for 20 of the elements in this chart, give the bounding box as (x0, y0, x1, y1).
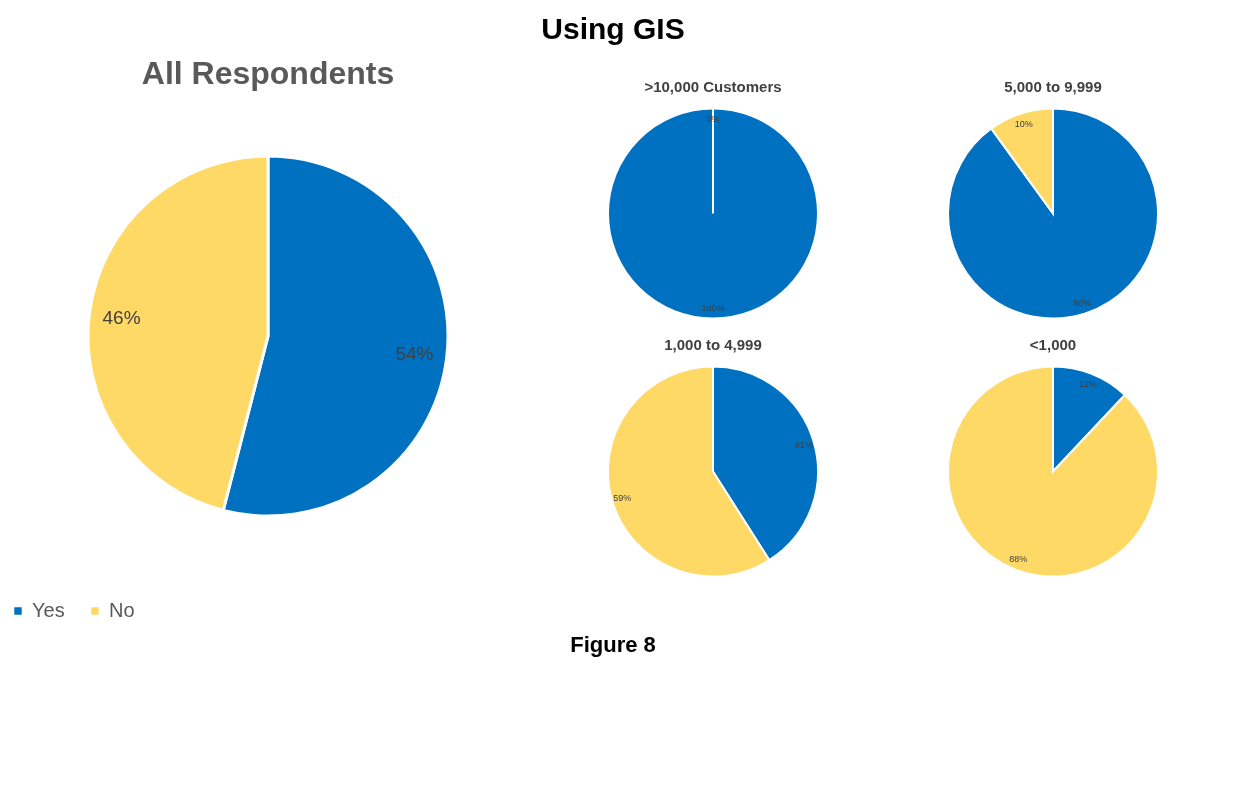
data-label: 10% (1014, 118, 1033, 129)
data-label: 41% (794, 440, 813, 451)
caption: Figure 8 (570, 632, 656, 657)
chart-title: <1,000 (1029, 336, 1077, 353)
data-label: 59% (613, 492, 632, 503)
data-label: 100% (701, 303, 725, 313)
chart-title: 5,000 to 9,999 (1004, 78, 1102, 95)
legend-label: Yes (32, 599, 65, 621)
chart-title: All Respondents (141, 55, 395, 91)
pie-slice (947, 365, 1159, 578)
pie-slice (947, 107, 1159, 320)
data-label: 54% (395, 343, 434, 365)
chart-title: >10,000 Customers (644, 78, 782, 95)
text: Using GIS (541, 12, 685, 45)
data-label: 88% (1009, 554, 1028, 565)
data-label: 12% (1078, 378, 1097, 389)
legend-label: No (109, 599, 135, 621)
data-label: 90% (1073, 298, 1092, 309)
chart-title: 1,000 to 4,999 (664, 336, 762, 353)
data-label: 46% (102, 306, 141, 328)
